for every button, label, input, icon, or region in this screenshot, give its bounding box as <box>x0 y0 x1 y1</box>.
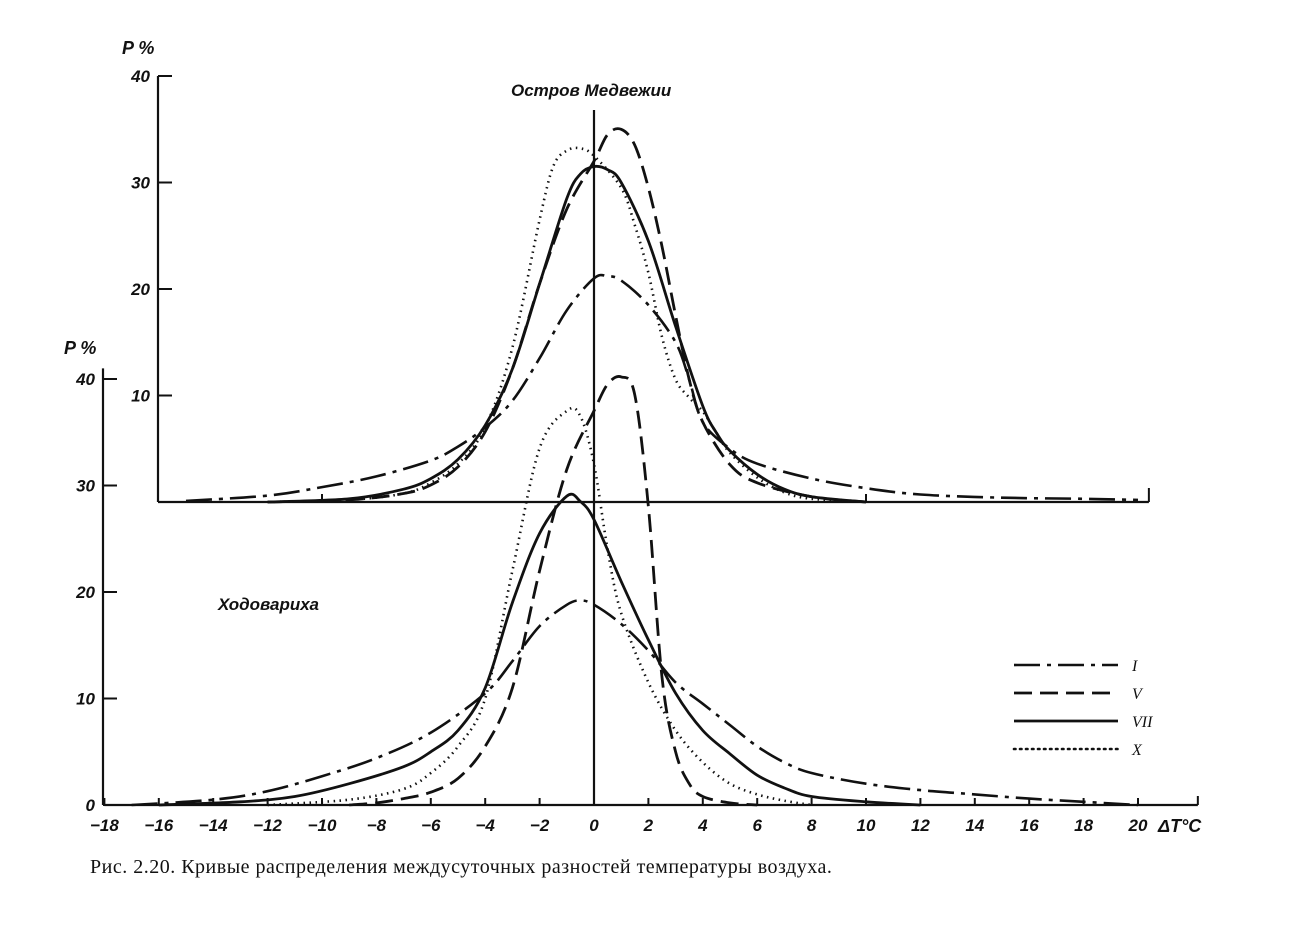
x-tick-label: 16 <box>1020 816 1039 835</box>
top-series-v-line <box>267 127 867 504</box>
figure-caption: Рис. 2.20. Кривые распределения междусут… <box>90 856 833 878</box>
x-tick-label: 18 <box>1074 816 1093 835</box>
x-tick-label: 14 <box>965 816 984 835</box>
top-y-tick-label: 20 <box>130 280 150 299</box>
legend-label-x: X <box>1131 742 1143 759</box>
bottom-y-axis-label: P % <box>64 338 96 358</box>
top-y-axis-label: P % <box>122 38 154 58</box>
bottom-series-i-line <box>131 599 1139 807</box>
x-tick-label: 6 <box>752 816 762 835</box>
x-tick-label: 12 <box>911 816 930 835</box>
axes-layer <box>101 75 1199 807</box>
x-tick-label: −18 <box>90 816 119 835</box>
x-tick-label: 10 <box>857 816 876 835</box>
x-tick-label: −14 <box>199 816 228 835</box>
x-tick-label: −4 <box>476 816 496 835</box>
bottom-y-tick-label: 30 <box>76 477 95 496</box>
top-y-tick-label: 40 <box>130 67 150 86</box>
x-tick-label: −12 <box>253 816 282 835</box>
bottom-panel-title: Ходовариха <box>217 595 319 614</box>
x-tick-label: −2 <box>530 816 550 835</box>
x-tick-label: 4 <box>697 816 708 835</box>
bottom-series-vii-line <box>158 492 921 807</box>
top-series-vii-line <box>267 164 867 504</box>
bottom-y-tick-label: 0 <box>86 796 96 815</box>
legend-label-v: V <box>1132 686 1144 703</box>
bottom-series-x-line <box>267 406 812 807</box>
legend: IV VII X <box>1012 658 1153 759</box>
top-y-tick-label: 10 <box>131 387 150 406</box>
x-tick-label: −8 <box>367 816 387 835</box>
top-panel-title: Остров Медвежии <box>511 81 672 100</box>
bottom-y-tick-label: 20 <box>75 583 95 602</box>
legend-label-vii: VII <box>1132 714 1153 731</box>
x-tick-label: −10 <box>308 816 337 835</box>
x-tick-label: 0 <box>589 816 599 835</box>
top-series-x-line <box>267 146 867 504</box>
x-tick-label: 8 <box>807 816 817 835</box>
top-series-i-line <box>185 273 1139 503</box>
bottom-series-v-line <box>349 375 758 807</box>
bottom-y-tick-label: 10 <box>76 690 95 709</box>
x-axis-label: ΔT°C <box>1157 816 1202 836</box>
x-tick-label: 20 <box>1128 816 1148 835</box>
curve-layer <box>131 127 1139 807</box>
x-tick-label: −6 <box>421 816 441 835</box>
x-tick-label: 2 <box>643 816 654 835</box>
bottom-y-tick-label: 40 <box>75 370 95 389</box>
top-y-tick-label: 30 <box>131 174 150 193</box>
x-tick-label: −16 <box>144 816 173 835</box>
legend-label-i: I <box>1131 658 1138 675</box>
